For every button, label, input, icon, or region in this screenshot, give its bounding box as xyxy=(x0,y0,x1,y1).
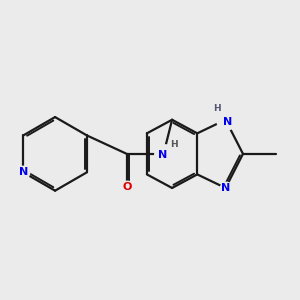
Text: H: H xyxy=(213,104,221,113)
Text: N: N xyxy=(221,183,230,193)
Text: N: N xyxy=(19,167,28,177)
Text: O: O xyxy=(122,182,131,192)
Text: H: H xyxy=(170,140,178,149)
Text: N: N xyxy=(158,150,167,161)
Text: N: N xyxy=(223,117,232,127)
